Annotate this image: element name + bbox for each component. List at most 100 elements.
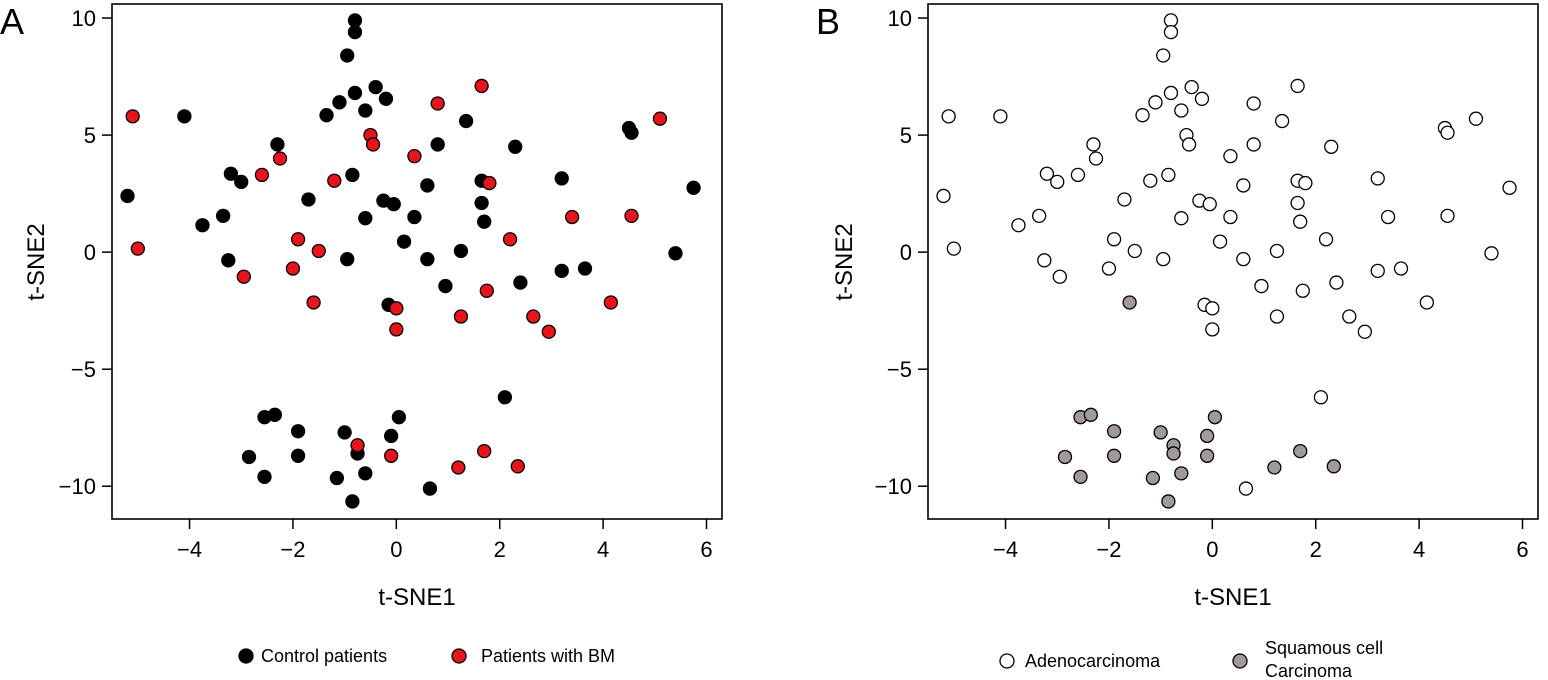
data-point-patients-with-bm xyxy=(477,443,492,459)
data-point-adenocarcinoma xyxy=(1052,269,1067,284)
data-point-adenocarcinoma xyxy=(1223,209,1238,225)
data-point-adenocarcinoma xyxy=(1037,253,1052,268)
data-point-adenocarcinoma xyxy=(1357,324,1372,339)
panel-a-y-tick-label: −10 xyxy=(59,474,96,499)
panel-a-y-tick-label: −5 xyxy=(71,357,96,382)
data-point-patients-with-bm xyxy=(541,324,556,339)
data-point-control-patients xyxy=(347,24,363,40)
data-point-adenocarcinoma xyxy=(1318,232,1334,247)
legend-label-squamous-line2: Carcinoma xyxy=(1265,661,1353,680)
data-point-patients-with-bm xyxy=(479,283,494,298)
data-point-control-patients xyxy=(340,252,355,267)
data-point-control-patients xyxy=(329,470,345,486)
data-point-adenocarcinoma xyxy=(1274,113,1290,129)
data-point-patients-with-bm xyxy=(502,232,518,247)
panel-a-x-tick-label: −4 xyxy=(177,537,202,562)
panel-a-x-tick-label: 4 xyxy=(597,537,609,562)
data-point-control-patients xyxy=(624,125,639,140)
data-point-adenocarcinoma xyxy=(1011,218,1026,233)
data-point-squamous-cell-carcinoma xyxy=(1122,295,1137,310)
data-point-adenocarcinoma xyxy=(1156,252,1171,267)
data-point-control-patients xyxy=(420,178,435,193)
data-point-control-patients xyxy=(508,139,523,154)
data-point-patients-with-bm xyxy=(384,448,399,463)
data-point-patients-with-bm xyxy=(603,295,619,310)
panel-b-y-tick-label: 0 xyxy=(900,240,912,265)
data-point-adenocarcinoma xyxy=(1380,209,1396,225)
data-point-squamous-cell-carcinoma xyxy=(1083,407,1098,422)
data-point-adenocarcinoma xyxy=(1205,322,1220,337)
panel-a-x-tick-label: 2 xyxy=(494,537,506,562)
data-point-control-patients xyxy=(340,48,355,63)
data-point-adenocarcinoma xyxy=(1236,178,1251,193)
data-point-patients-with-bm xyxy=(564,209,580,225)
data-point-control-patients xyxy=(234,174,249,190)
data-point-control-patients xyxy=(384,428,399,444)
data-point-adenocarcinoma xyxy=(1117,192,1132,207)
data-point-adenocarcinoma xyxy=(1484,246,1499,261)
data-point-patients-with-bm xyxy=(236,269,251,284)
data-point-patients-with-bm xyxy=(125,109,140,124)
data-point-control-patients xyxy=(221,253,236,268)
data-point-adenocarcinoma xyxy=(1238,481,1254,496)
data-point-patients-with-bm xyxy=(453,309,469,324)
data-point-patients-with-bm xyxy=(290,232,306,247)
data-point-patients-with-bm xyxy=(474,78,489,94)
data-point-control-patients xyxy=(422,481,438,496)
panel-b-letter: B xyxy=(816,1,840,42)
data-point-adenocarcinoma xyxy=(946,241,961,256)
data-point-adenocarcinoma xyxy=(1148,95,1163,110)
data-point-squamous-cell-carcinoma xyxy=(1267,460,1282,475)
data-point-adenocarcinoma xyxy=(1246,137,1261,152)
data-point-adenocarcinoma xyxy=(1174,211,1189,226)
panel-a-plot-frame xyxy=(111,3,723,520)
data-point-adenocarcinoma xyxy=(1163,85,1179,101)
data-point-control-patients xyxy=(120,188,135,204)
data-point-control-patients xyxy=(267,407,282,422)
data-point-adenocarcinoma xyxy=(1440,208,1455,224)
data-point-control-patients xyxy=(358,103,373,118)
data-point-adenocarcinoma xyxy=(1502,180,1517,195)
data-point-control-patients xyxy=(195,218,210,233)
panel-b-x-tick-label: 0 xyxy=(1206,537,1218,562)
data-point-adenocarcinoma xyxy=(1156,48,1171,63)
data-point-control-patients xyxy=(458,113,474,129)
panel-b: B −4 −2 0 2 4 6 −10 −5 0 5 10 t-SNE1 t-SNE2 Adeno… xyxy=(816,1,1539,680)
data-point-patients-with-bm xyxy=(652,111,668,126)
data-point-control-patients xyxy=(474,195,489,211)
data-point-adenocarcinoma xyxy=(936,188,951,204)
data-point-adenocarcinoma xyxy=(1039,166,1055,181)
panel-a-y-tick-label: 10 xyxy=(72,6,96,31)
panel-a-letter: A xyxy=(0,1,24,42)
data-point-squamous-cell-carcinoma xyxy=(1073,469,1088,485)
data-point-adenocarcinoma xyxy=(1370,263,1385,279)
data-point-adenocarcinoma xyxy=(1205,301,1220,316)
legend-label-squamous-line1: Squamous cell xyxy=(1265,638,1383,658)
data-point-squamous-cell-carcinoma xyxy=(1161,494,1176,509)
panel-b-x-tick-label: 4 xyxy=(1413,537,1425,562)
data-point-adenocarcinoma xyxy=(1254,278,1269,294)
panel-b-x-tick-label: −2 xyxy=(1096,537,1121,562)
data-point-control-patients xyxy=(577,261,593,276)
data-point-patients-with-bm xyxy=(482,175,497,191)
data-point-control-patients xyxy=(396,234,412,249)
data-point-adenocarcinoma xyxy=(1269,309,1285,324)
data-point-control-patients xyxy=(290,448,306,463)
data-point-patients-with-bm xyxy=(510,459,525,474)
data-point-adenocarcinoma xyxy=(941,109,956,124)
data-point-control-patients xyxy=(347,13,363,28)
data-point-adenocarcinoma xyxy=(1212,234,1228,249)
data-point-control-patients xyxy=(358,211,373,226)
data-point-control-patients xyxy=(386,196,401,212)
panel-a-y-axis: −10 −5 0 5 10 xyxy=(59,6,112,499)
data-point-adenocarcinoma xyxy=(1342,309,1357,324)
data-point-control-patients xyxy=(177,109,192,124)
legend-marker-squamous xyxy=(1232,653,1248,669)
panel-b-x-axis-label: t-SNE1 xyxy=(1194,584,1271,611)
data-point-patients-with-bm xyxy=(624,208,639,224)
data-point-adenocarcinoma xyxy=(1313,390,1329,405)
data-point-adenocarcinoma xyxy=(1143,173,1158,188)
panel-a-x-tick-label: 6 xyxy=(700,537,712,562)
legend-marker-bm xyxy=(451,648,467,664)
data-point-patients-with-bm xyxy=(526,309,541,324)
